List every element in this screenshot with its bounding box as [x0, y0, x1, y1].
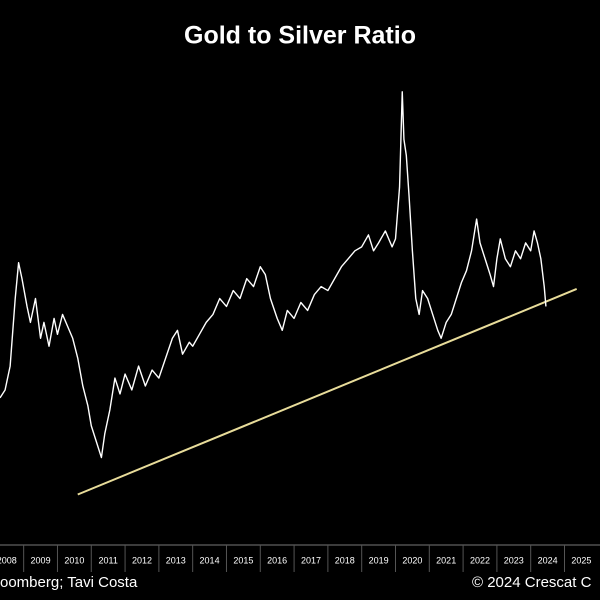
x-tick-label: 2014	[200, 555, 220, 565]
x-tick-label: 2020	[402, 555, 422, 565]
x-tick-label: 2017	[301, 555, 321, 565]
copyright: © 2024 Crescat C	[472, 574, 592, 591]
x-tick-label: 2018	[335, 555, 355, 565]
trend-line	[77, 288, 578, 496]
x-tick-label: 2019	[369, 555, 389, 565]
x-tick-label: 2022	[470, 555, 490, 565]
x-tick-label: 2013	[166, 555, 186, 565]
x-tick-label: 2009	[31, 555, 51, 565]
x-tick-label: 2025	[571, 555, 591, 565]
chart-title: Gold to Silver Ratio	[184, 22, 416, 50]
x-tick-label: 2012	[132, 555, 152, 565]
x-tick-label: 2023	[504, 555, 524, 565]
x-tick-label: 2015	[233, 555, 253, 565]
source: oomberg; Tavi Costa	[0, 574, 138, 591]
x-tick-label: 2021	[436, 555, 456, 565]
x-tick-label: 2016	[267, 555, 287, 565]
x-tick-label: 2010	[64, 555, 84, 565]
x-tick-label: 2024	[538, 555, 558, 565]
data-line	[0, 91, 547, 459]
x-tick-label: 2008	[0, 555, 17, 565]
x-tick-label: 2011	[98, 555, 117, 565]
